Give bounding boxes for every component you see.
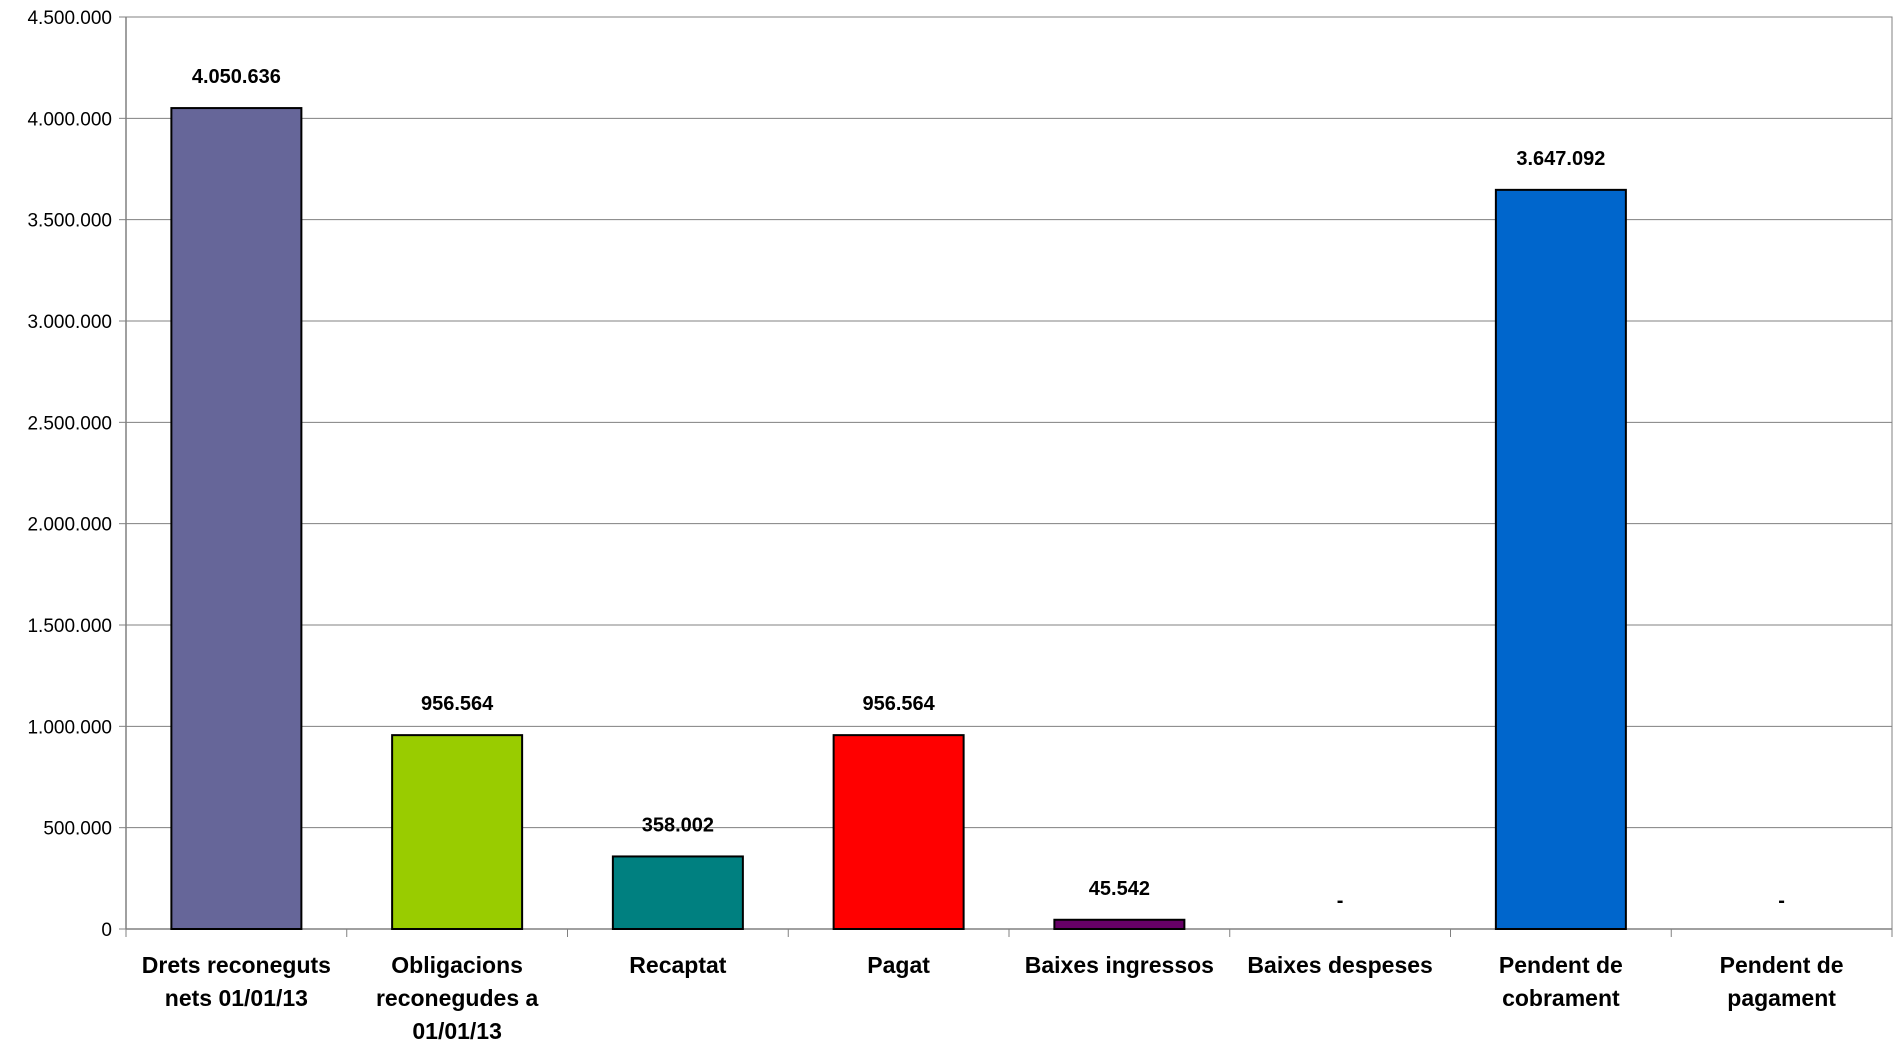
bar (611, 855, 744, 931)
y-tick-label: 0 (101, 920, 112, 941)
data-label: 4.050.636 (192, 66, 281, 88)
data-label: 358.002 (642, 814, 714, 836)
category-labels: Drets reconeguts nets 01/01/13 Obligacions… (142, 952, 1844, 1044)
y-tick-label: 4.000.000 (27, 109, 112, 130)
category-label: Baixes ingressos (1025, 952, 1214, 978)
category-label: cobrament (1502, 985, 1620, 1011)
bar (832, 734, 965, 930)
data-label: 45.542 (1089, 878, 1150, 900)
data-label: 956.564 (862, 693, 935, 715)
data-labels: 4.050.636 956.564 358.002 956.564 45.542 - 3.6… (192, 66, 1785, 912)
y-tick-label: 3.500.000 (27, 211, 112, 232)
bar (391, 734, 524, 930)
y-tick-label: 500.000 (43, 819, 112, 840)
category-label: 01/01/13 (412, 1018, 502, 1044)
data-label: - (1337, 890, 1344, 912)
y-tick-label: 3.000.000 (27, 312, 112, 333)
bar (170, 107, 303, 930)
y-tick-label: 4.500.000 (27, 8, 112, 29)
category-label: Pendent de (1499, 952, 1623, 978)
category-label: Obligacions (391, 952, 523, 978)
y-tick-label: 2.000.000 (27, 515, 112, 536)
category-label: Pendent de (1720, 952, 1844, 978)
y-tick-label: 1.000.000 (27, 717, 112, 738)
y-tick-labels: 0 500.000 1.000.000 1.500.000 2.000.000 2.500… (27, 8, 112, 941)
category-label: nets 01/01/13 (165, 985, 308, 1011)
gridlines (126, 16, 1892, 829)
category-label: reconegudes a (376, 985, 539, 1011)
data-label: 3.647.092 (1516, 148, 1605, 170)
category-label: Recaptat (629, 952, 726, 978)
y-tick-label: 2.500.000 (27, 413, 112, 434)
bars (170, 107, 1627, 931)
category-label: Baixes despeses (1247, 952, 1432, 978)
data-label: - (1778, 890, 1785, 912)
plot-area-border (125, 16, 1893, 930)
bar (1053, 918, 1186, 930)
category-label: Drets reconeguts (142, 952, 331, 978)
category-label: pagament (1727, 985, 1836, 1011)
bar (1494, 188, 1627, 930)
category-label: Pagat (867, 952, 930, 978)
data-label: 956.564 (421, 693, 494, 715)
y-tick-label: 1.500.000 (27, 616, 112, 637)
